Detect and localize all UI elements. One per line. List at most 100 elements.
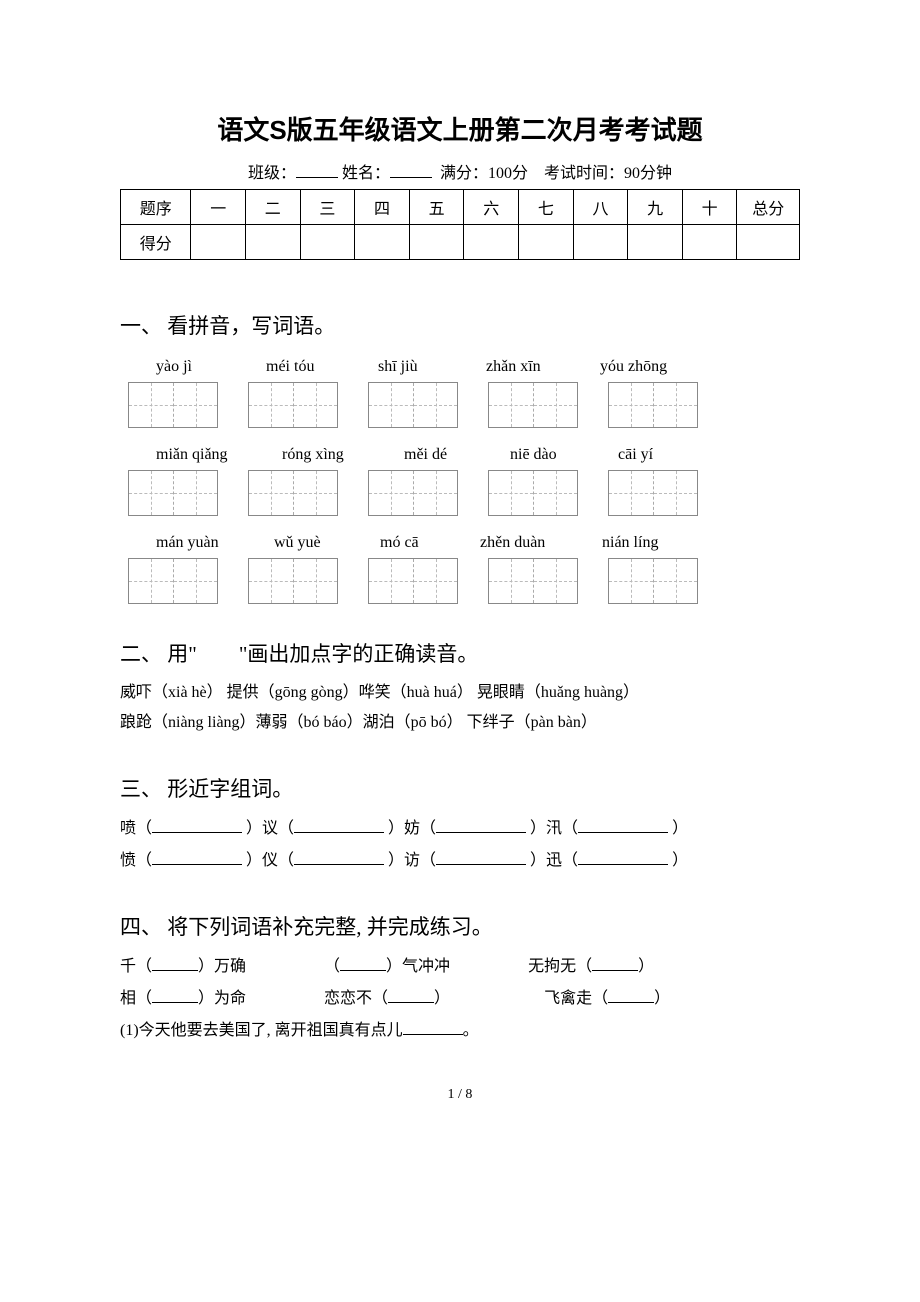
tianzige-cell[interactable] (369, 383, 413, 427)
tianzige-cell[interactable] (609, 383, 653, 427)
th-8: 八 (573, 190, 628, 225)
tianzige-cell[interactable] (129, 383, 173, 427)
tianzige-cell[interactable] (489, 471, 533, 515)
tianzige-box[interactable] (608, 382, 698, 428)
tianzige-box[interactable] (248, 382, 338, 428)
th-total: 总分 (737, 190, 800, 225)
th-10: 十 (682, 190, 737, 225)
tianzige-cell[interactable] (369, 471, 413, 515)
tianzige-cell[interactable] (293, 383, 337, 427)
s4-2b: ）为命 (198, 990, 246, 1007)
s3-blank-2[interactable] (294, 816, 384, 833)
s3-blank-6[interactable] (294, 848, 384, 865)
pinyin-label: zhěn duàn (480, 534, 602, 552)
s3-blank-8[interactable] (578, 848, 668, 865)
td-score-7[interactable] (519, 225, 574, 260)
tianzige-cell[interactable] (293, 471, 337, 515)
tianzige-cell[interactable] (173, 559, 217, 603)
s4-blank-2[interactable] (340, 954, 386, 971)
exam-title: 语文S版五年级语文上册第二次月考考试题 (120, 110, 800, 147)
tianzige-cell[interactable] (653, 559, 697, 603)
tianzige-cell[interactable] (533, 471, 577, 515)
tianzige-cell[interactable] (489, 383, 533, 427)
tianzige-cell[interactable] (173, 383, 217, 427)
pinyin-row: miǎn qiǎngróng xìngměi déniē dàocāi yí (156, 446, 800, 464)
s3-1d: ）汛（ (530, 820, 578, 837)
tianzige-cell[interactable] (413, 559, 457, 603)
tianzige-box[interactable] (488, 470, 578, 516)
s4-2c: 恋恋不（ (324, 990, 388, 1007)
tianzige-cell[interactable] (609, 559, 653, 603)
tianzige-cell[interactable] (533, 383, 577, 427)
tianzige-box[interactable] (488, 558, 578, 604)
s4-1b: ）万确 (198, 958, 246, 975)
tianzige-cell[interactable] (609, 471, 653, 515)
s3-1c: ）妨（ (388, 820, 436, 837)
s4-blank-7[interactable] (403, 1018, 463, 1035)
tianzige-cell[interactable] (173, 471, 217, 515)
s3-blank-3[interactable] (436, 816, 526, 833)
tianzige-box[interactable] (128, 382, 218, 428)
pinyin-label: róng xìng (282, 446, 404, 464)
tianzige-box[interactable] (608, 558, 698, 604)
s3-1b: ）议（ (246, 820, 294, 837)
tianzige-cell[interactable] (129, 471, 173, 515)
tianzige-box[interactable] (248, 470, 338, 516)
section-2-heading: 二、 用" "画出加点字的正确读音。 (120, 638, 800, 668)
tianzige-box[interactable] (368, 470, 458, 516)
class-blank[interactable] (296, 161, 338, 178)
tianzige-cell[interactable] (249, 383, 293, 427)
s4-1a: 千（ (120, 958, 152, 975)
s3-blank-5[interactable] (152, 848, 242, 865)
td-score-9[interactable] (628, 225, 683, 260)
tianzige-cell[interactable] (293, 559, 337, 603)
td-score-8[interactable] (573, 225, 628, 260)
s4-line1: 千（）万确 （）气冲冲 无拘无（） (120, 951, 800, 983)
td-score-label: 得分 (121, 225, 191, 260)
tianzige-cell[interactable] (369, 559, 413, 603)
tianzige-cell[interactable] (413, 383, 457, 427)
th-4: 四 (355, 190, 410, 225)
name-blank[interactable] (390, 161, 432, 178)
tianzige-cell[interactable] (533, 559, 577, 603)
tianzige-cell[interactable] (249, 559, 293, 603)
s4-1f: ） (638, 958, 654, 975)
s3-1a: 喷（ (120, 820, 152, 837)
score-table: 题序 一 二 三 四 五 六 七 八 九 十 总分 得分 (120, 189, 800, 260)
tianzige-cell[interactable] (653, 471, 697, 515)
s4-blank-1[interactable] (152, 954, 198, 971)
s3-2d: ）迅（ (530, 852, 578, 869)
td-score-1[interactable] (191, 225, 246, 260)
s3-blank-7[interactable] (436, 848, 526, 865)
s2-line1: 威吓（xià hè） 提供（gōng gòng）哗笑（huà huá） 晃眼睛（… (120, 678, 800, 708)
tianzige-box[interactable] (608, 470, 698, 516)
td-score-total[interactable] (737, 225, 800, 260)
td-score-4[interactable] (355, 225, 410, 260)
tianzige-cell[interactable] (413, 471, 457, 515)
s3-1e: ） (672, 820, 688, 837)
td-score-2[interactable] (246, 225, 301, 260)
s4-blank-6[interactable] (608, 986, 654, 1003)
td-score-6[interactable] (464, 225, 519, 260)
tianzige-box[interactable] (128, 470, 218, 516)
page-number: 1 / 8 (120, 1087, 800, 1103)
tianzige-cell[interactable] (129, 559, 173, 603)
tianzige-box[interactable] (248, 558, 338, 604)
tianzige-cell[interactable] (249, 471, 293, 515)
tianzige-box[interactable] (368, 558, 458, 604)
s4-3-suffix: 。 (463, 1022, 479, 1039)
tianzige-cell[interactable] (653, 383, 697, 427)
td-score-3[interactable] (300, 225, 355, 260)
s3-blank-4[interactable] (578, 816, 668, 833)
tianzige-box[interactable] (488, 382, 578, 428)
td-score-5[interactable] (409, 225, 464, 260)
s4-blank-3[interactable] (592, 954, 638, 971)
s4-blank-5[interactable] (388, 986, 434, 1003)
s3-blank-1[interactable] (152, 816, 242, 833)
s4-blank-4[interactable] (152, 986, 198, 1003)
s3-2e: ） (672, 852, 688, 869)
td-score-10[interactable] (682, 225, 737, 260)
tianzige-box[interactable] (128, 558, 218, 604)
tianzige-cell[interactable] (489, 559, 533, 603)
tianzige-box[interactable] (368, 382, 458, 428)
